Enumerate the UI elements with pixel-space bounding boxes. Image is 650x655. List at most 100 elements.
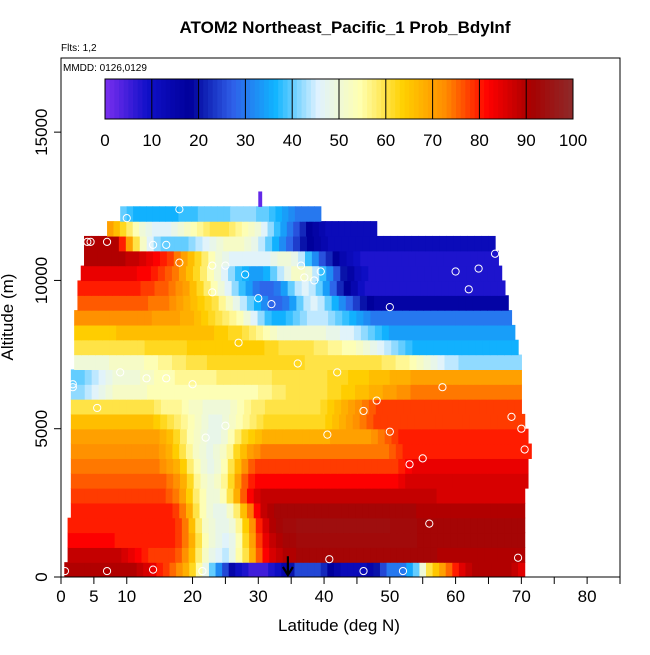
heatmap-cell: [487, 458, 495, 474]
heatmap-cell: [233, 443, 241, 459]
heatmap-cell: [353, 324, 362, 341]
heatmap-cell: [417, 384, 425, 400]
colorbar-segment: [456, 79, 462, 119]
heatmap-cell: [363, 221, 371, 237]
heatmap-cell: [295, 458, 304, 474]
heatmap-cell: [416, 443, 424, 459]
heatmap-cell: [244, 369, 252, 385]
colorbar-segment: [147, 79, 153, 119]
heatmap-cell: [437, 324, 446, 341]
heatmap-cell: [111, 250, 120, 267]
heatmap-cell: [98, 428, 106, 445]
heatmap-cell: [483, 413, 491, 430]
heatmap-cell: [345, 413, 354, 430]
heatmap-cell: [190, 295, 199, 311]
heatmap-cell: [467, 235, 475, 252]
heatmap-cell: [186, 324, 194, 341]
heatmap-cell: [484, 532, 492, 548]
heatmap-cell: [261, 295, 269, 311]
heatmap-cell: [410, 517, 418, 534]
heatmap-cell: [208, 310, 216, 326]
heatmap-cell: [193, 428, 202, 445]
heatmap-cell: [231, 280, 240, 296]
heatmap-cell: [147, 369, 155, 385]
sample-point: [418, 454, 427, 463]
heatmap-cell: [470, 443, 478, 459]
heatmap-cell: [364, 473, 372, 489]
heatmap-cell: [101, 265, 110, 282]
heatmap-cell: [313, 399, 321, 415]
heatmap-cell: [433, 310, 442, 326]
heatmap-cell: [104, 443, 113, 459]
heatmap-cell: [154, 280, 163, 296]
heatmap-cell: [285, 339, 294, 356]
heatmap-cell: [356, 547, 364, 563]
heatmap-cell: [472, 384, 481, 400]
heatmap-cell: [173, 250, 182, 267]
heatmap-cell: [475, 339, 484, 356]
heatmap-cell: [349, 310, 357, 326]
colorbar-segment: [212, 79, 218, 119]
heatmap-cell: [490, 502, 499, 519]
heatmap-cell: [327, 562, 335, 577]
heatmap-cell: [418, 428, 427, 445]
heatmap-cell: [267, 488, 275, 504]
heatmap-cell: [173, 458, 181, 474]
colorbar-segment: [296, 79, 303, 119]
heatmap-cell: [181, 399, 190, 415]
heatmap-cell: [181, 384, 190, 400]
heatmap-cell: [437, 354, 446, 370]
heatmap-cell: [230, 399, 238, 415]
heatmap-cell: [267, 502, 275, 519]
heatmap-cell: [167, 235, 176, 252]
heatmap-cell: [336, 547, 344, 563]
heatmap-cell: [424, 384, 432, 400]
colorbar-segment: [119, 79, 125, 119]
heatmap-cell: [228, 547, 237, 563]
heatmap-cell: [194, 310, 202, 326]
heatmap-cell: [132, 428, 140, 445]
heatmap-cell: [77, 413, 86, 430]
heatmap-cell: [478, 562, 486, 577]
heatmap-cell: [384, 428, 393, 445]
heatmap-cell: [168, 532, 176, 548]
heatmap-cell: [439, 562, 447, 577]
heatmap-cell: [469, 280, 478, 296]
heatmap-cell: [223, 235, 231, 252]
heatmap-cell: [423, 488, 431, 504]
heatmap-cell: [145, 458, 154, 474]
heatmap-cell: [384, 310, 393, 326]
heatmap-cell: [280, 488, 289, 504]
heatmap-cell: [321, 310, 329, 326]
heatmap-cell: [489, 339, 498, 356]
heatmap-cell: [282, 295, 290, 311]
heatmap-cell: [298, 265, 306, 282]
colorbar-segment: [329, 79, 335, 119]
heatmap-cell: [398, 473, 406, 489]
heatmap-cell: [222, 562, 230, 577]
heatmap-cell: [336, 532, 344, 548]
heatmap-cell: [84, 413, 93, 430]
heatmap-cell: [77, 369, 86, 385]
heatmap-cell: [216, 384, 224, 400]
x-axis: 0 5 10 20 30 40 50 60 70 80: [56, 577, 621, 606]
heatmap-cell: [480, 428, 488, 445]
heatmap-cell: [253, 488, 262, 504]
colorbar-tick-label: 70: [423, 131, 442, 150]
sample-point: [451, 267, 460, 276]
heatmap-cell: [432, 562, 440, 577]
heatmap-cell: [425, 235, 433, 252]
colorbar-tick-label: 100: [559, 131, 587, 150]
heatmap-cell: [350, 428, 358, 445]
colorbar-segment: [395, 79, 401, 119]
heatmap-cell: [411, 428, 420, 445]
colorbar-segment: [413, 79, 420, 119]
heatmap-cell: [137, 339, 146, 356]
heatmap-cell: [306, 399, 315, 415]
heatmap-cell: [273, 443, 282, 459]
heatmap-cell: [289, 547, 297, 563]
heatmap-cell: [159, 458, 167, 474]
heatmap-cell: [514, 369, 522, 385]
x-tick-label: 0: [56, 587, 65, 606]
